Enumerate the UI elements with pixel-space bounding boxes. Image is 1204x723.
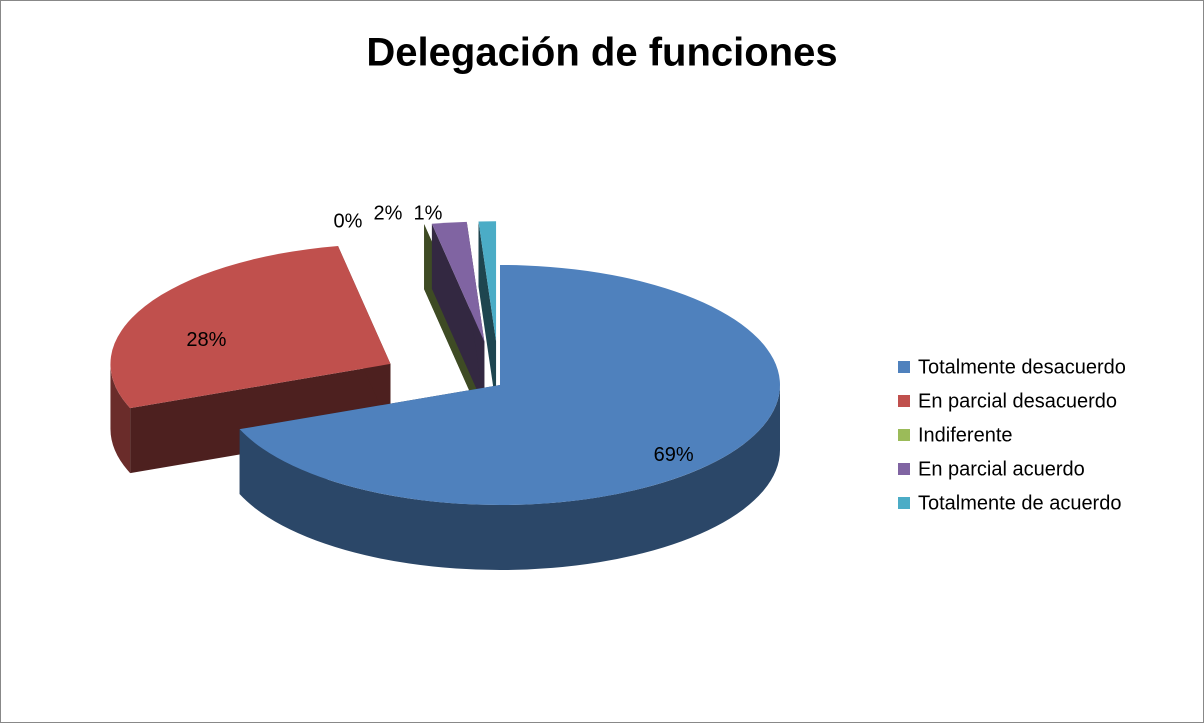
- legend-swatch: [898, 429, 910, 441]
- data-label: 1%: [414, 202, 443, 224]
- slice-wall: [239, 385, 780, 571]
- legend-label: En parcial acuerdo: [918, 458, 1085, 480]
- slice-side: [431, 223, 485, 407]
- slice: [110, 246, 391, 409]
- legend-swatch: [898, 463, 910, 475]
- data-label: 69%: [654, 444, 694, 466]
- legend-swatch: [898, 497, 910, 509]
- slice: [431, 221, 485, 342]
- legend-label: Totalmente desacuerdo: [918, 356, 1126, 378]
- data-label: 28%: [186, 329, 226, 351]
- chart-title: Delegación de funciones: [366, 31, 837, 75]
- slice-side: [130, 363, 391, 474]
- slice-wall: [110, 363, 131, 474]
- legend-label: Indiferente: [918, 424, 1013, 446]
- legend-label: Totalmente de acuerdo: [918, 492, 1121, 514]
- legend-swatch: [898, 395, 910, 407]
- slice-side: [478, 221, 497, 407]
- slice: [478, 221, 497, 342]
- data-label: 2%: [374, 202, 403, 224]
- data-label: 0%: [334, 210, 363, 232]
- slice: [239, 265, 780, 506]
- legend-label: En parcial desacuerdo: [918, 390, 1117, 412]
- legend-swatch: [898, 361, 910, 373]
